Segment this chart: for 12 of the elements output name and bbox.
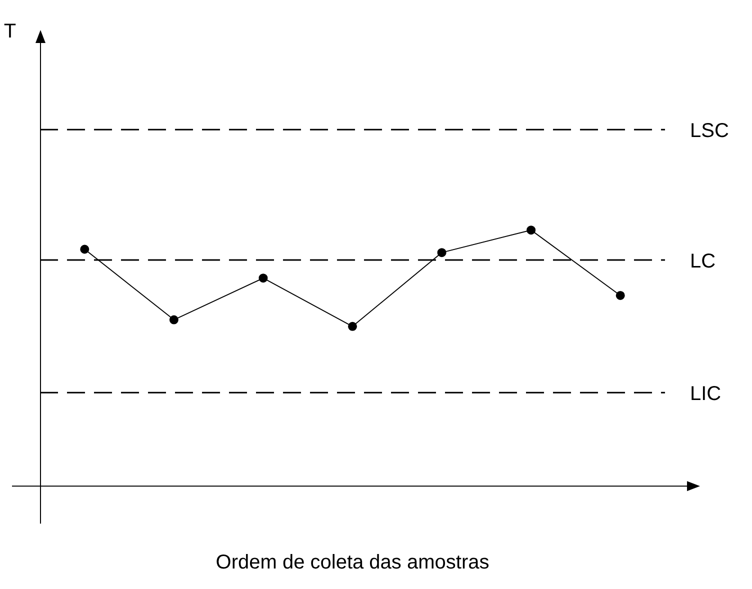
ref-line-label: LC — [690, 250, 716, 272]
x-axis-title: Ordem de coleta das amostras — [216, 552, 490, 574]
point — [80, 244, 90, 254]
text: T — [4, 20, 16, 43]
ref-line-label: LSC — [690, 120, 729, 142]
point — [169, 315, 178, 324]
point — [526, 226, 536, 235]
point — [616, 290, 625, 300]
ref-line-label: LIC — [690, 383, 722, 406]
point — [348, 322, 357, 331]
point — [258, 274, 268, 283]
point — [437, 248, 446, 258]
